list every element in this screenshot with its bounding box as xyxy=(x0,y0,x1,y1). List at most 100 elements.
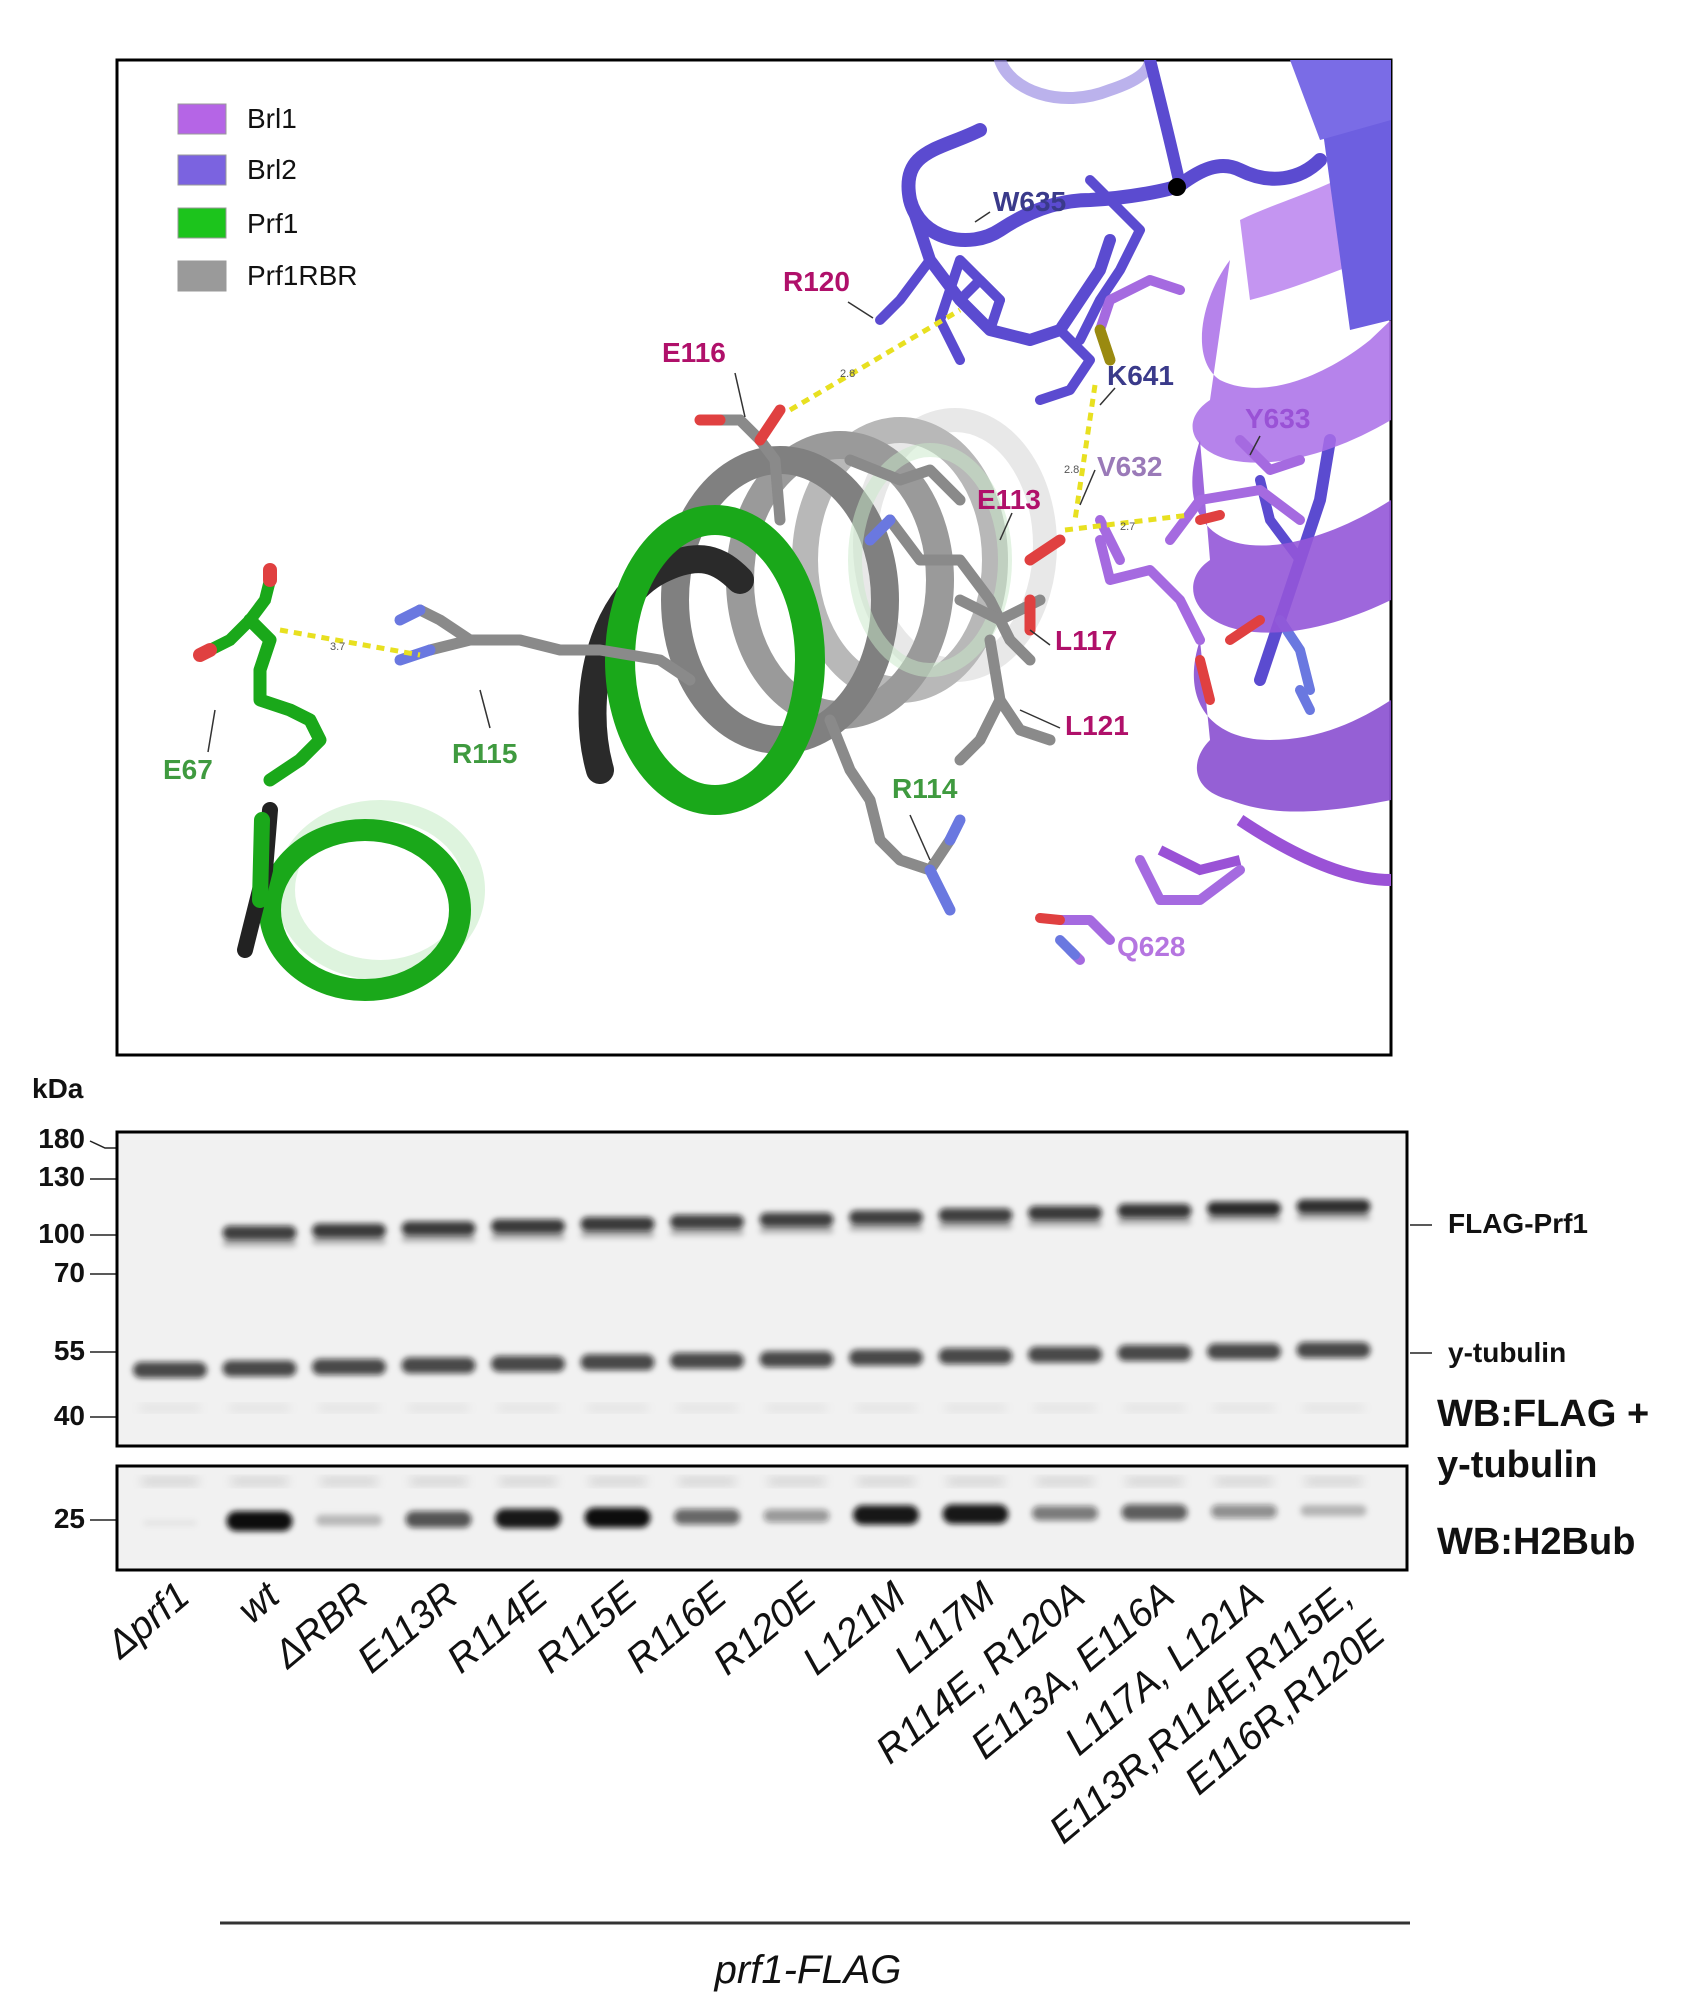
h2bub-upper-band xyxy=(230,1478,289,1485)
flag-prf1-band xyxy=(759,1212,834,1227)
wb-label-h2bub: WB:H2Bub xyxy=(1437,1521,1635,1563)
tubulin-band xyxy=(222,1360,297,1377)
tubulin-band xyxy=(670,1352,744,1369)
flag-prf1-band xyxy=(670,1214,744,1229)
faint-band xyxy=(1213,1405,1275,1411)
h2bub-upper-band xyxy=(857,1478,915,1485)
tubulin-band xyxy=(1296,1341,1371,1358)
h2bub-upper-band xyxy=(1215,1478,1273,1485)
tubulin-band xyxy=(580,1354,655,1371)
lane-label: wt xyxy=(230,1573,289,1632)
h2bub-upper-bands xyxy=(141,1478,1363,1485)
residue-l121: L121 xyxy=(1065,710,1129,741)
flag-prf1-band-lower xyxy=(670,1228,744,1236)
tubulin-band xyxy=(849,1349,923,1366)
flag-prf1-band-lower xyxy=(1296,1213,1371,1221)
h2bub-upper-band xyxy=(320,1478,378,1485)
faint-band xyxy=(1123,1405,1186,1411)
flag-prf1-band-lower xyxy=(312,1237,386,1245)
h2bub-upper-band xyxy=(678,1478,736,1485)
hbond-distance-4: 3.7 xyxy=(330,641,345,653)
residue-w635: W635 xyxy=(993,186,1066,217)
flag-prf1-band xyxy=(312,1223,386,1238)
membrane-flag-tubulin xyxy=(115,1130,1409,1448)
tubulin-band xyxy=(1028,1346,1102,1363)
legend-swatch-brl2 xyxy=(177,154,227,186)
hbond-distance-1: 2.8 xyxy=(840,368,855,380)
flag-prf1-band xyxy=(1207,1201,1281,1216)
marker-55: 55 xyxy=(54,1335,85,1366)
lane-label: Δprf1 xyxy=(98,1574,198,1668)
residue-e67: E67 xyxy=(163,754,213,785)
h2bub-upper-band xyxy=(946,1478,1005,1485)
marker-130: 130 xyxy=(38,1161,85,1192)
tubulin-band xyxy=(312,1358,386,1375)
flag-prf1-band-lower xyxy=(1117,1217,1192,1225)
flag-prf1-band-lower xyxy=(1028,1220,1102,1227)
faint-band xyxy=(139,1405,201,1411)
residue-y633: Y633 xyxy=(1245,403,1310,434)
legend-label-brl2: Brl2 xyxy=(247,154,297,185)
legend-label-prf1rbr: Prf1RBR xyxy=(247,260,357,291)
flag-prf1-band xyxy=(580,1217,655,1231)
kda-label: kDa xyxy=(32,1073,84,1104)
flag-prf1-band xyxy=(401,1221,476,1236)
residue-e116: E116 xyxy=(662,337,726,368)
marker-70: 70 xyxy=(54,1257,85,1288)
marker-ticks xyxy=(89,1140,117,1521)
h2bub-band xyxy=(1121,1504,1188,1521)
prf1-helix xyxy=(193,563,485,1001)
lane-label: R115E xyxy=(529,1573,647,1681)
tubulin-band xyxy=(759,1351,834,1368)
h2bub-upper-band xyxy=(141,1478,199,1485)
lane-label: E113R xyxy=(350,1574,467,1682)
residue-k641: K641 xyxy=(1107,360,1174,391)
faint-band xyxy=(586,1405,649,1411)
h2bub-upper-band xyxy=(1125,1478,1184,1485)
flag-prf1-band xyxy=(849,1210,923,1225)
faint-band xyxy=(318,1405,380,1411)
flag-prf1-band-lower xyxy=(401,1235,476,1243)
flag-prf1-band xyxy=(938,1208,1013,1223)
lane-label: R114E xyxy=(439,1573,557,1681)
residue-r114: R114 xyxy=(892,773,958,804)
faint-band xyxy=(765,1405,828,1411)
h2bub-band xyxy=(143,1520,197,1526)
lane-label: L121M xyxy=(795,1574,914,1684)
tubulin-band xyxy=(938,1348,1013,1365)
flag-prf1-band xyxy=(1296,1199,1371,1214)
h2bub-upper-band xyxy=(588,1478,647,1485)
flag-prf1-band-lower xyxy=(938,1222,1013,1230)
structure-render: 2.8 2.8 2.7 3.7 xyxy=(193,60,1391,1001)
faint-band xyxy=(228,1405,291,1411)
faint-band xyxy=(1034,1405,1096,1411)
legend-swatch-prf1rbr xyxy=(177,260,227,292)
residue-labels: W635 R120 E116 K641 Y633 V632 E113 L117 … xyxy=(163,186,1310,962)
wb-label-flag-line2: y-tubulin xyxy=(1437,1444,1597,1486)
hbond-distance-3: 2.7 xyxy=(1120,521,1135,533)
h2bub-upper-band xyxy=(767,1478,826,1485)
faint-bands xyxy=(139,1405,1365,1411)
faint-band xyxy=(676,1405,738,1411)
legend-swatch-brl1 xyxy=(177,103,227,135)
faint-band xyxy=(1302,1405,1365,1411)
tubulin-band xyxy=(133,1362,207,1378)
flag-prf1-band xyxy=(222,1225,297,1240)
faint-band xyxy=(855,1405,917,1411)
hbonds xyxy=(279,307,1191,658)
residue-e113: E113 xyxy=(977,484,1041,515)
flag-prf1-band-lower xyxy=(580,1231,655,1238)
residue-q628: Q628 xyxy=(1117,931,1186,962)
flag-prf1-band xyxy=(491,1219,565,1234)
wb-label-flag-line1: WB:FLAG + xyxy=(1437,1393,1649,1435)
lane-labels: Δprf1 wtΔRBRE113RR114ER115ER116ER120EL121… xyxy=(98,1573,1394,1853)
h2bub-band xyxy=(853,1505,919,1525)
legend-swatch-prf1 xyxy=(177,207,227,239)
tubulin-bands xyxy=(133,1341,1371,1378)
mw-markers: 180 130 100 70 55 40 25 xyxy=(38,1123,85,1534)
hbond-distance-2: 2.8 xyxy=(1064,464,1079,476)
flag-prf1-band-lower xyxy=(849,1224,923,1232)
flag-prf1-band-lower xyxy=(1207,1215,1281,1223)
residue-l117: L117 xyxy=(1055,625,1117,656)
